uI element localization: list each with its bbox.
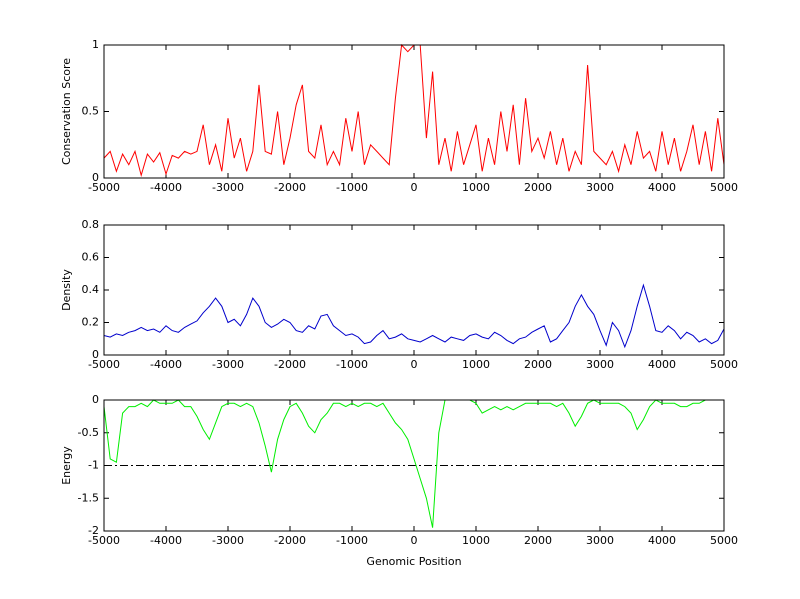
x-tick-label: 3000 [586,534,614,547]
x-tick-label: 2000 [524,358,552,371]
x-tick-label: -2000 [274,181,306,194]
y-tick-label: -0.5 [78,426,99,439]
y-tick-label: -2 [88,524,99,537]
x-tick-label: 5000 [710,534,738,547]
x-tick-label: -3000 [212,181,244,194]
y-tick-label: 0 [92,393,99,406]
x-tick-label: 4000 [648,534,676,547]
data-line [103,399,706,528]
y-tick-label: 1 [92,38,99,51]
x-tick-label: -4000 [150,534,182,547]
plot-area [104,45,724,178]
x-tick-label: -1000 [336,534,368,547]
x-tick-label: -4000 [150,358,182,371]
x-tick-label: 4000 [648,358,676,371]
x-tick-label: 2000 [524,534,552,547]
x-tick-label: -5000 [88,181,120,194]
y-tick-label: 0 [92,171,99,184]
y-axis-label: Density [60,269,73,311]
x-tick-label: 5000 [710,181,738,194]
y-tick-label: 0.8 [82,218,100,231]
x-tick-label: -1000 [336,181,368,194]
x-tick-label: -1000 [336,358,368,371]
x-tick-label: 2000 [524,181,552,194]
x-tick-label: 0 [411,181,418,194]
x-tick-label: 3000 [586,358,614,371]
x-tick-label: 4000 [648,181,676,194]
x-tick-label: 1000 [462,358,490,371]
x-tick-label: 1000 [462,534,490,547]
x-tick-label: -3000 [212,358,244,371]
axes-frame [103,44,725,179]
y-tick-label: 0.4 [82,283,100,296]
x-tick-label: -2000 [274,358,306,371]
x-tick-label: -3000 [212,534,244,547]
x-tick-label: 1000 [462,181,490,194]
x-tick-label: -4000 [150,181,182,194]
x-tick-label: 3000 [586,181,614,194]
axes-frame [103,224,725,356]
y-tick-label: -1 [88,459,99,472]
y-axis-label: Energy [60,446,73,485]
axes-frame [103,399,725,532]
y-tick-label: 0 [92,348,99,361]
x-tick-label: 0 [411,358,418,371]
x-tick-label: 0 [411,534,418,547]
plot-area [104,225,724,355]
x-tick-label: 5000 [710,358,738,371]
y-tick-label: -1.5 [78,491,99,504]
x-axis-label: Genomic Position [366,555,461,568]
data-line [103,283,725,349]
x-tick-label: -2000 [274,534,306,547]
y-tick-label: 0.5 [82,105,100,118]
y-axis-label: Conservation Score [60,58,73,165]
y-tick-label: 0.6 [82,251,100,264]
x-tick-label: -5000 [88,534,120,547]
y-tick-label: 0.2 [82,316,100,329]
x-tick-label: -5000 [88,358,120,371]
